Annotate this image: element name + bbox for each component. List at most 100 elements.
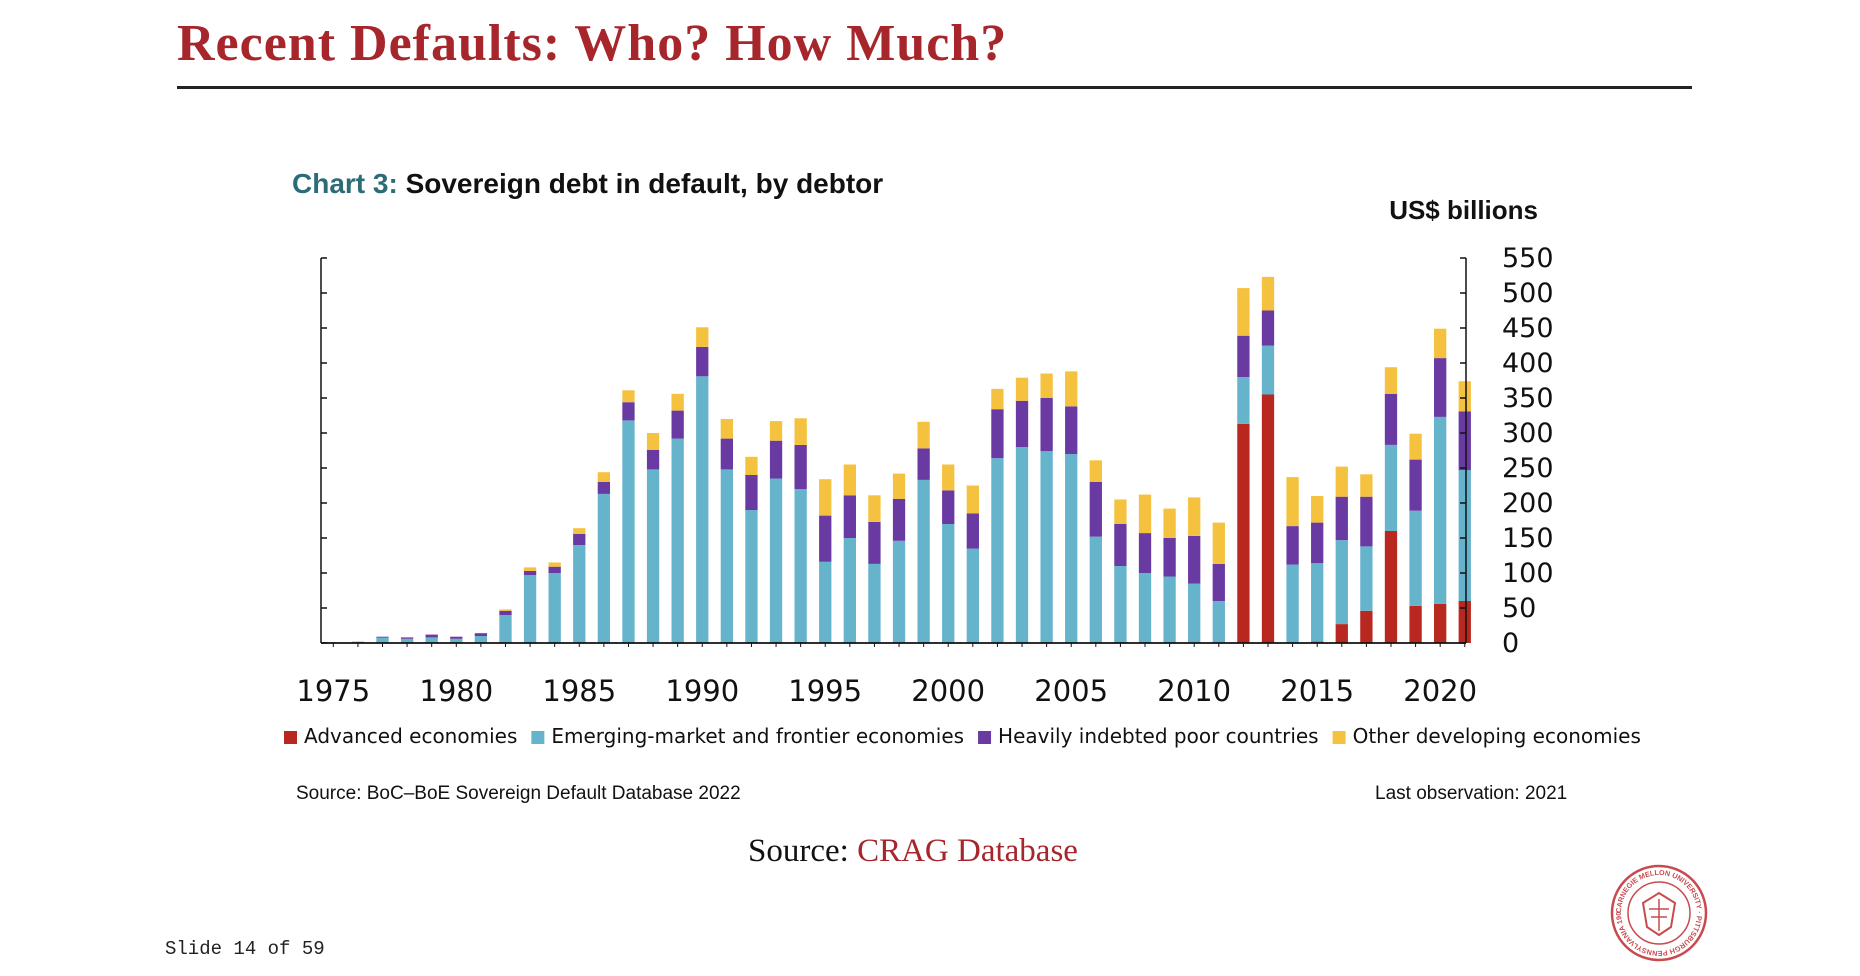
y-tick-label: 550 [1502, 243, 1554, 274]
footer-source-label: Source: [748, 833, 849, 869]
bar-segment-2005-s3 [1065, 371, 1078, 407]
bar-segment-1991-s1 [720, 469, 733, 643]
bar-segment-2011-s1 [1212, 601, 1225, 643]
slide-title: Recent Defaults: Who? How Much? [177, 15, 1008, 72]
bar-segment-2015-s3 [1311, 496, 1324, 523]
bar-segment-1981-s1 [474, 636, 488, 643]
bar-segment-2007-s3 [1114, 499, 1127, 524]
bar-segment-2004-s2 [1040, 398, 1053, 452]
bar-segment-1986-s1 [597, 493, 611, 643]
bar-segment-1998-s1 [892, 540, 906, 643]
y-tick-label: 100 [1502, 558, 1554, 589]
bar-segment-2004-s1 [1040, 451, 1053, 643]
legend-label-3: Other developing economies [1353, 724, 1641, 748]
bar-segment-1982-s2 [499, 610, 512, 615]
bar-segment-2002-s3 [991, 388, 1004, 410]
bar-segment-1988-s1 [646, 469, 660, 643]
bar-segment-1986-s2 [597, 482, 611, 494]
bar-segment-2012-s3 [1237, 288, 1250, 336]
bar-segment-2000-s1 [942, 524, 955, 643]
bar-segment-1987-s2 [622, 402, 635, 421]
bar-segment-1997-s2 [868, 521, 881, 564]
bar-segment-2019-s3 [1409, 433, 1422, 460]
bar-segment-2008-s1 [1138, 573, 1152, 643]
bar-segment-2007-s1 [1114, 566, 1127, 643]
y-tick-label: 450 [1502, 313, 1554, 344]
bars-group [327, 276, 1471, 644]
bar-segment-1994-s2 [794, 444, 807, 489]
bar-segment-1983-s3 [523, 567, 537, 571]
x-tick-label: 1995 [788, 674, 862, 708]
bar-segment-2016-s3 [1335, 466, 1348, 497]
legend-label-1: Emerging-market and frontier economies [551, 724, 964, 748]
bar-segment-2008-s3 [1138, 494, 1152, 534]
bar-segment-1995-s2 [819, 515, 832, 562]
bar-segment-2010-s3 [1188, 497, 1201, 536]
axes-group: 0 50 100 150 200 250 300 350 400 450 500 550 1975 198… [296, 243, 1553, 708]
crag-database-link[interactable]: CRAG Database [857, 833, 1078, 869]
bar-segment-2009-s1 [1163, 576, 1176, 643]
bar-segment-1998-s2 [892, 498, 906, 541]
bar-segment-1993-s2 [769, 440, 783, 479]
bar-segment-2011-s2 [1212, 563, 1225, 601]
bar-segment-2020-s1 [1434, 416, 1447, 604]
bar-segment-1997-s3 [868, 495, 881, 522]
bar-segment-2021-s2 [1458, 411, 1471, 471]
bar-segment-2006-s2 [1089, 482, 1102, 537]
bar-segment-2013-s2 [1261, 310, 1275, 346]
bar-segment-1983-s2 [523, 570, 537, 576]
bar-segment-2017-s0 [1360, 610, 1373, 643]
y-axis-label: US$ billions [1389, 195, 1538, 225]
bar-segment-1988-s2 [646, 449, 660, 470]
bar-segment-1998-s3 [892, 473, 906, 499]
legend-swatch-2 [978, 731, 992, 744]
bar-segment-2018-s3 [1384, 367, 1398, 394]
bar-segment-1991-s2 [720, 438, 733, 470]
bar-segment-1985-s1 [573, 545, 586, 643]
bar-segment-2020-s2 [1434, 358, 1447, 417]
bar-segment-1999-s2 [917, 448, 930, 480]
bar-segment-1982-s1 [499, 615, 512, 643]
bar-segment-1982-s3 [499, 609, 512, 611]
legend-label-2: Heavily indebted poor countries [998, 724, 1319, 748]
y-tick-label: 250 [1502, 453, 1554, 484]
bar-segment-1985-s3 [573, 528, 586, 534]
x-tick-label: 2020 [1403, 674, 1477, 708]
x-tick-label: 1980 [419, 674, 493, 708]
bar-segment-1995-s1 [819, 561, 832, 643]
bar-segment-2004-s3 [1040, 373, 1053, 398]
bar-segment-2015-s2 [1311, 522, 1324, 564]
y-tick-label: 300 [1502, 418, 1554, 449]
bar-segment-1993-s3 [769, 421, 783, 441]
last-observation-note: Last observation: 2021 [1375, 783, 1568, 804]
y-tick-label: 500 [1502, 278, 1554, 309]
bar-segment-2012-s1 [1237, 377, 1250, 424]
bar-segment-2021-s0 [1458, 601, 1471, 643]
y-tick-label: 200 [1502, 488, 1554, 519]
bar-segment-2010-s1 [1188, 583, 1201, 643]
bar-segment-2003-s1 [1015, 447, 1029, 643]
bar-segment-1984-s3 [548, 562, 561, 567]
bar-segment-2012-s0 [1237, 423, 1250, 643]
bar-segment-2012-s2 [1237, 335, 1250, 377]
bar-segment-2020-s3 [1434, 328, 1447, 359]
bar-segment-1984-s1 [548, 573, 561, 643]
bar-segment-1996-s2 [843, 495, 856, 538]
bar-segment-1977-s1 [376, 637, 389, 643]
bar-segment-1995-s3 [819, 479, 832, 516]
bar-segment-2016-s0 [1335, 624, 1348, 643]
x-tick-label: 1985 [542, 674, 616, 708]
bar-segment-2018-s1 [1384, 444, 1398, 531]
x-tick-label: 1990 [665, 674, 739, 708]
bar-segment-1978-s2 [400, 637, 414, 639]
bar-segment-2018-s2 [1384, 393, 1398, 445]
y-tick-label: 0 [1502, 628, 1519, 659]
x-tick-label: 2010 [1157, 674, 1231, 708]
bar-segment-2002-s1 [991, 458, 1004, 643]
bar-segment-1993-s1 [769, 478, 783, 643]
legend-swatch-0 [284, 731, 297, 744]
bar-segment-2021-s3 [1458, 381, 1471, 412]
bar-segment-2000-s3 [942, 464, 955, 491]
legend-swatch-1 [531, 731, 545, 744]
bar-segment-2017-s2 [1360, 496, 1373, 547]
